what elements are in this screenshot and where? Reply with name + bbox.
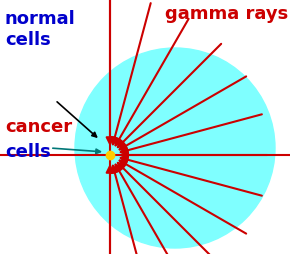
Circle shape <box>75 48 275 248</box>
Text: normal
cells: normal cells <box>5 10 76 49</box>
Text: cancer: cancer <box>5 118 72 136</box>
Text: cells: cells <box>5 143 51 161</box>
Text: gamma rays: gamma rays <box>165 5 288 23</box>
